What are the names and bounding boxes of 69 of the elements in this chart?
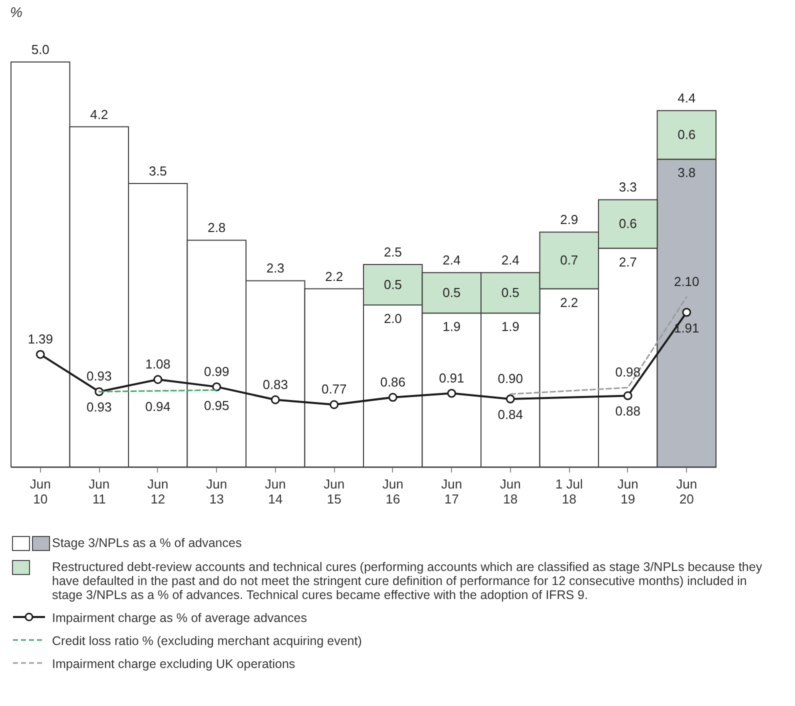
data-label: 0.5 <box>501 284 520 300</box>
point <box>212 382 222 392</box>
point <box>447 388 456 398</box>
data-label: 0.5 <box>442 284 461 300</box>
legend-label: Restructured debt-review accounts and technical cures (performing accounts which are classified as stage 3/NPLs because they have defaulted in the past and do not meet the stringent cure definition of performance for 12 consecutive months) included in stage 3/NPLs as a % of advances. Technical cures became effective with the adoption of IFRS 9. <box>52 560 764 602</box>
data-label: 1.91 <box>674 320 700 336</box>
x-tick-label: Jun 12 <box>147 476 168 506</box>
point <box>682 308 692 317</box>
total-label: 4.2 <box>90 106 108 122</box>
point <box>153 375 162 384</box>
total-label: 2.9 <box>560 212 578 228</box>
data-label: 0.86 <box>380 374 406 390</box>
data-label: 0.91 <box>438 370 464 386</box>
legend-label: Stage 3/NPLs as a % of advances <box>52 536 242 550</box>
data-label: 0.5 <box>384 276 402 292</box>
point <box>270 395 280 404</box>
data-label: 0.94 <box>145 398 171 414</box>
point <box>36 350 45 359</box>
data-label: 1.9 <box>501 319 520 334</box>
data-label: 0.98 <box>615 364 641 380</box>
total-label: 5.0 <box>31 42 50 57</box>
point <box>388 392 398 402</box>
x-tick-label: Jun 17 <box>441 476 462 506</box>
x-tick-label: 1 Jul 18 <box>555 476 583 506</box>
data-label: 0.93 <box>86 400 112 415</box>
point <box>506 394 515 404</box>
data-label: 0.88 <box>615 404 641 419</box>
x-tick-label: Jun 13 <box>206 476 228 506</box>
data-label: 0.77 <box>321 382 347 397</box>
legend-label: Credit loss ratio % (excluding merchant acquiring event) <box>52 634 362 648</box>
data-label: 2.0 <box>384 311 402 326</box>
data-label: 0.93 <box>86 368 112 384</box>
data-label: 3.8 <box>678 165 696 180</box>
legend-label: Impairment charge as % of average advances <box>52 611 307 625</box>
data-label: 0.95 <box>204 398 230 414</box>
data-label: 2.2 <box>560 294 578 310</box>
data-label: 0.99 <box>204 364 230 379</box>
x-tick-label: Jun 20 <box>676 476 698 506</box>
total-label: 2.4 <box>501 252 520 268</box>
total-label: 3.3 <box>618 180 637 195</box>
data-label: 0.90 <box>498 371 524 386</box>
data-label: 0.84 <box>498 406 524 422</box>
data-label: 1.9 <box>442 319 461 334</box>
legend-label: Impairment charge excluding UK operations <box>52 657 296 671</box>
x-tick-label: Jun 19 <box>617 476 638 506</box>
data-label: 0.6 <box>678 126 696 142</box>
total-label: 2.8 <box>208 220 226 236</box>
data-label: 0.7 <box>560 252 578 268</box>
data-label: 2.10 <box>674 274 700 289</box>
total-label: 4.4 <box>678 90 696 106</box>
data-label: 1.39 <box>28 331 54 346</box>
x-tick-label: Jun 16 <box>382 476 404 506</box>
x-tick-label: Jun 10 <box>30 476 51 506</box>
x-tick-label: Jun 11 <box>88 476 110 506</box>
data-label: 2.7 <box>618 254 637 270</box>
total-label: 2.5 <box>384 244 402 260</box>
x-tick-label: Jun 18 <box>500 476 521 506</box>
total-label: 2.3 <box>266 260 284 276</box>
x-tick-label: Jun 14 <box>264 476 286 506</box>
y-axis-title: % <box>10 4 22 20</box>
point <box>330 400 339 410</box>
total-label: 2.4 <box>442 252 461 268</box>
data-label: 0.83 <box>262 376 288 392</box>
point <box>623 391 632 400</box>
data-label: 1.08 <box>145 356 171 372</box>
total-label: 2.2 <box>325 268 344 284</box>
data-label: 0.6 <box>618 216 637 231</box>
x-tick-label: Jun 15 <box>324 476 345 506</box>
total-label: 3.5 <box>148 164 167 178</box>
